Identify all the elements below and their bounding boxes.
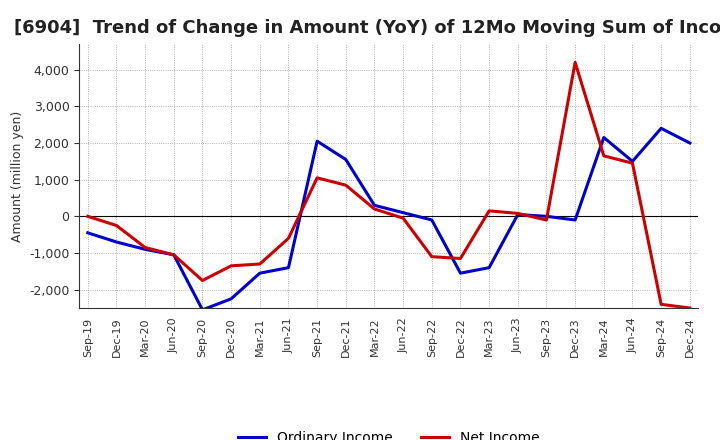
Ordinary Income	[84, 230, 92, 235]
Y-axis label: Amount (million yen): Amount (million yen)	[11, 110, 24, 242]
Ordinary Income	[399, 210, 408, 215]
Ordinary Income	[657, 126, 665, 131]
Ordinary Income	[571, 217, 580, 223]
Ordinary Income	[428, 217, 436, 223]
Ordinary Income	[341, 157, 350, 162]
Net Income	[399, 216, 408, 221]
Ordinary Income	[312, 139, 321, 144]
Legend: Ordinary Income, Net Income: Ordinary Income, Net Income	[233, 426, 545, 440]
Line: Net Income: Net Income	[88, 62, 690, 308]
Ordinary Income	[628, 159, 636, 164]
Ordinary Income	[513, 212, 522, 217]
Net Income	[169, 252, 178, 257]
Ordinary Income	[284, 265, 293, 270]
Ordinary Income	[169, 252, 178, 257]
Ordinary Income	[370, 203, 379, 208]
Line: Ordinary Income: Ordinary Income	[88, 128, 690, 310]
Net Income	[657, 302, 665, 307]
Ordinary Income	[485, 265, 493, 270]
Ordinary Income	[112, 239, 121, 245]
Net Income	[428, 254, 436, 259]
Net Income	[284, 236, 293, 241]
Net Income	[84, 214, 92, 219]
Ordinary Income	[685, 140, 694, 146]
Net Income	[370, 206, 379, 212]
Ordinary Income	[227, 296, 235, 301]
Net Income	[513, 211, 522, 216]
Net Income	[571, 60, 580, 65]
Ordinary Income	[256, 271, 264, 276]
Net Income	[341, 183, 350, 188]
Net Income	[685, 305, 694, 311]
Net Income	[312, 175, 321, 180]
Ordinary Income	[542, 214, 551, 219]
Net Income	[542, 217, 551, 223]
Net Income	[141, 245, 150, 250]
Net Income	[227, 263, 235, 268]
Ordinary Income	[456, 271, 465, 276]
Net Income	[628, 161, 636, 166]
Net Income	[485, 208, 493, 213]
Net Income	[600, 153, 608, 158]
Ordinary Income	[141, 247, 150, 252]
Ordinary Income	[198, 307, 207, 312]
Ordinary Income	[600, 135, 608, 140]
Net Income	[456, 256, 465, 261]
Net Income	[112, 223, 121, 228]
Title: [6904]  Trend of Change in Amount (YoY) of 12Mo Moving Sum of Incomes: [6904] Trend of Change in Amount (YoY) o…	[14, 19, 720, 37]
Net Income	[256, 261, 264, 267]
Net Income	[198, 278, 207, 283]
